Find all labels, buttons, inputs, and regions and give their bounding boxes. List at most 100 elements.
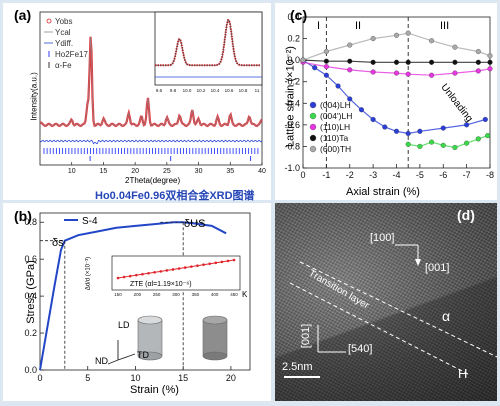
dir-001-arrowhead: [415, 259, 421, 266]
series-point-0: [405, 130, 411, 137]
panel-a-xtick-label: 20: [131, 168, 139, 175]
legend-marker-yobs: [46, 18, 52, 24]
panel-c-ytick-label: 0.0: [287, 55, 300, 65]
series-point-2: [452, 70, 458, 76]
series-point-1: [417, 143, 423, 149]
series-point-1: [485, 133, 491, 139]
series-point-3: [347, 58, 353, 64]
series-line-3: [302, 59, 490, 63]
panel-b-inset-frame: [111, 255, 241, 291]
h-phase-label: H: [458, 366, 468, 381]
inset-xtick-label: 10.8: [239, 88, 248, 93]
series-point-0: [312, 65, 318, 71]
inset-zte-point: [135, 273, 138, 277]
legend-text-0: (004)LH: [320, 100, 351, 110]
inset-zte-point: [159, 270, 163, 273]
panel-c-xtick-label: -1: [322, 170, 330, 180]
series-point-3: [429, 59, 435, 65]
panel-b: [3, 203, 271, 401]
panel-b-frame: [39, 212, 251, 371]
series-point-0: [382, 124, 388, 130]
annotation-delta-s: δs: [52, 237, 64, 249]
sample-before-top: [137, 315, 163, 325]
inset-xtick-label: 350: [192, 292, 200, 297]
sample-before-bottom: [137, 351, 163, 361]
inset-zte-point: [122, 275, 126, 279]
panel-c-ytick-label: 0.2: [287, 34, 300, 44]
legend-marker-4: [309, 145, 317, 153]
inset-zte-point: [196, 264, 199, 267]
region-i: I: [317, 20, 321, 32]
legend-text-2: (110)LH: [320, 122, 350, 132]
direction-100: [100]: [370, 232, 395, 244]
inset-xtick-label: 9.6: [156, 88, 163, 93]
series-point-0: [464, 122, 470, 128]
panel-c-ytick-label: -0.8: [284, 141, 300, 151]
panel-a-xtick-label: 10: [68, 168, 76, 175]
inset-zte-point: [214, 261, 218, 265]
inset-zte-point: [153, 271, 156, 274]
scale-bar-label: 2.5nm: [282, 361, 313, 373]
panel-c-ytick-label: -1.0: [284, 163, 300, 173]
series-point-4: [487, 53, 493, 59]
series-line-0: [302, 59, 486, 135]
series-point-2: [405, 71, 411, 77]
inset-zte-point: [202, 263, 205, 267]
series-point-3: [323, 58, 329, 64]
panel-c-xtick-label: -8: [486, 170, 494, 180]
series-point-0: [370, 116, 376, 123]
panel-b-ytick-label: 0.6: [24, 254, 37, 264]
inset-xtick-label: 10.2: [197, 88, 206, 93]
inset-zte-point: [190, 265, 193, 268]
panel-a-inset-frame: [154, 11, 263, 86]
series-point-2: [475, 68, 481, 74]
inset-zte-point: [116, 276, 120, 280]
legend-text-4: (600)TH: [320, 144, 351, 154]
series-point-2: [393, 70, 400, 76]
inset-zte-point: [165, 269, 169, 272]
series-point-4: [393, 32, 400, 38]
series-point-4: [300, 57, 306, 63]
series-point-1: [452, 144, 458, 151]
inset-xtick-label: 300: [172, 292, 180, 297]
inset-zte-point: [141, 272, 144, 276]
panel-b-xtick-label: 10: [130, 373, 140, 383]
series-point-2: [370, 69, 376, 75]
panel-c-ytick-label: -0.4: [284, 98, 300, 108]
panel-c-xtick-label: 0: [300, 170, 305, 180]
axis-td-label: TD: [137, 350, 149, 360]
series-line-4: [302, 32, 491, 61]
legend-text-1: (004')LH: [320, 111, 352, 121]
panel-d-label: (d): [457, 207, 475, 223]
axis-ld-label: LD: [118, 320, 130, 330]
inset-zte-point: [177, 267, 181, 270]
series-point-3: [393, 59, 400, 65]
inset-xtick-label: 9.8: [170, 88, 177, 93]
series-point-3: [405, 59, 411, 65]
legend-text-3: (110)Ta: [320, 133, 348, 143]
series-point-0: [335, 83, 341, 89]
series-point-4: [429, 38, 435, 44]
panel-b-xtick-label: 15: [178, 373, 188, 383]
panel-a-xlabel: 2Theta(degree): [125, 176, 181, 185]
inset-xtick-label: 450: [230, 292, 238, 297]
inset-zte-point: [171, 268, 175, 271]
inset-zte-point: [183, 266, 187, 269]
series-point-4: [347, 42, 353, 48]
panel-a-xtick-label: 25: [163, 168, 171, 175]
panel-a-legend-ydiff: Ydiff.: [55, 39, 74, 48]
series-point-4: [475, 48, 481, 55]
series-point-1: [464, 140, 470, 146]
series-point-1: [475, 136, 481, 142]
series-point-2: [487, 66, 493, 72]
panel-a-legend-ho2fe17: Ho2Fe17: [55, 50, 88, 59]
inset-xtick-label: 200: [134, 292, 142, 297]
series-point-0: [347, 96, 353, 102]
panel-a-frame: [39, 11, 263, 166]
region-iii: III: [440, 20, 450, 32]
series-point-2: [323, 64, 329, 70]
transition-boundary-lower: [289, 282, 471, 376]
inset-xtick-label: 10.6: [225, 88, 234, 93]
